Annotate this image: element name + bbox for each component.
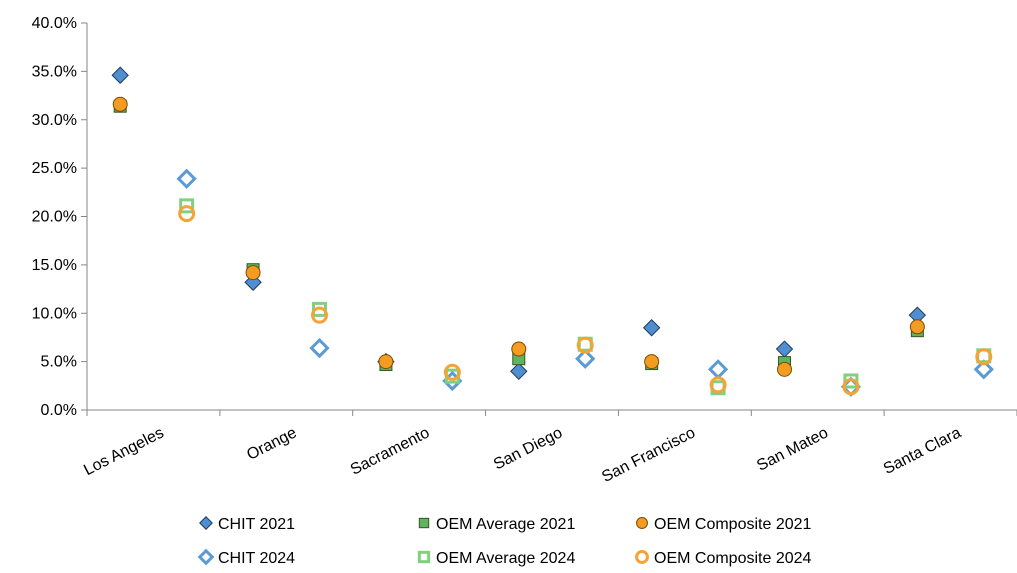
y-tick-label: 40.0% (32, 15, 77, 32)
oem-composite-2024-point (842, 378, 860, 396)
oem-composite-2021-point (644, 354, 660, 370)
legend-marker-oem-composite-2021 (636, 517, 648, 529)
x-tick-label: Sacramento (348, 424, 433, 478)
y-tick-label: 0.0% (41, 402, 77, 419)
chit-2021-point (775, 340, 794, 358)
oem-composite-2024-point (576, 336, 594, 354)
x-tick-label: Los Angeles (81, 424, 166, 479)
x-tick-label: San Diego (491, 424, 565, 473)
x-tick-label: San Francisco (599, 424, 698, 486)
y-tick-label: 30.0% (32, 112, 77, 129)
y-tick-label: 5.0% (41, 354, 77, 371)
oem-composite-2021-point (245, 265, 261, 281)
legend-marker-oem-average-2024 (417, 550, 431, 564)
y-tick-label: 10.0% (32, 305, 77, 322)
oem-average-2024-point (179, 198, 195, 214)
legend-label-oem-average-2021: OEM Average 2021 (436, 516, 575, 533)
oem-composite-2021-point (112, 96, 128, 112)
oem-composite-2024-point (709, 376, 727, 394)
oem-composite-2024-point (178, 205, 196, 223)
axes: 0.0% 5.0% 10.0% 15.0% 20.0% 25.0% 30.0% 35.0% 40… (32, 15, 1017, 486)
y-tick-label: 35.0% (32, 63, 77, 80)
chit-2024-point (575, 348, 596, 369)
chit-2024-point (176, 168, 197, 189)
oem-composite-2021-point (378, 354, 394, 370)
legend-marker-chit-2021 (199, 516, 213, 530)
y-tick-label: 15.0% (32, 257, 77, 274)
legend-label-chit-2021: CHIT 2021 (218, 516, 295, 533)
chit-2024-point (973, 359, 994, 380)
oem-composite-2024-point (443, 363, 461, 381)
chit-2024-point (707, 359, 729, 380)
x-tick-label: Orange (244, 424, 299, 463)
chit-2021-point (642, 319, 661, 337)
y-tick-label: 25.0% (32, 160, 77, 177)
legend-label-oem-average-2024: OEM Average 2024 (436, 550, 575, 567)
y-tick-label: 20.0% (32, 209, 77, 226)
oem-composite-2024-point (975, 348, 993, 366)
legend-marker-oem-average-2021 (418, 517, 430, 529)
oem-composite-2021-point (777, 361, 792, 377)
oem-composite-2021-point (511, 341, 527, 357)
x-tick-label: San Mateo (754, 424, 831, 474)
legend: CHIT 2021 OEM Average 2021 OEM Composite 2… (197, 516, 812, 567)
chit-2024-point (309, 337, 330, 359)
chit-2021-point (510, 362, 528, 381)
x-tick-label: Santa Clara (881, 424, 964, 478)
legend-label-oem-composite-2021: OEM Composite 2021 (654, 516, 812, 533)
data-marks (111, 66, 994, 397)
oem-composite-2021-point (909, 319, 925, 335)
oem-composite-2024-point (311, 306, 328, 324)
chit-2021-point (111, 66, 129, 84)
legend-marker-chit-2024 (197, 548, 215, 566)
legend-label-oem-composite-2024: OEM Composite 2024 (654, 550, 812, 567)
legend-label-chit-2024: CHIT 2024 (218, 550, 295, 567)
legend-marker-oem-composite-2024 (635, 550, 649, 564)
